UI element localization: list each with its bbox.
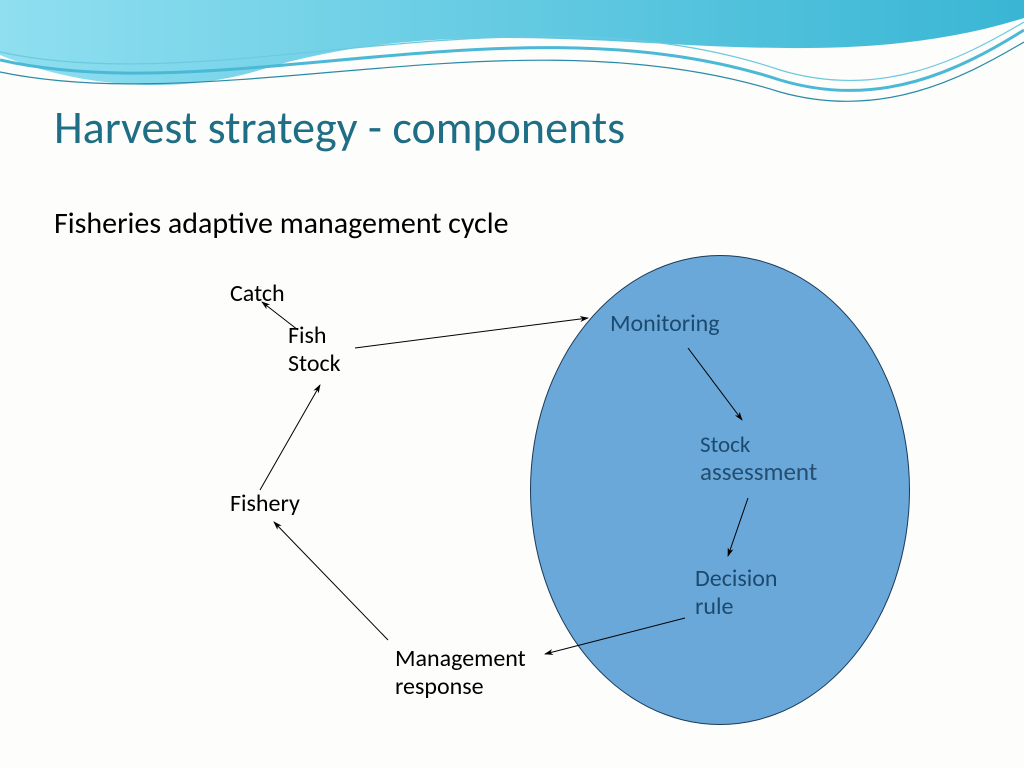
node-stock-l1: Stock (700, 432, 750, 458)
node-stock-l2: assessment (700, 458, 817, 487)
node-decision-l1: Decision (695, 565, 778, 593)
node-fish-stock-l1: Fish (288, 322, 327, 350)
node-monitoring: Monitoring (610, 310, 720, 338)
cycle-ellipse (530, 255, 910, 725)
node-mgmt-l1: Management (395, 645, 526, 673)
node-catch: Catch (230, 280, 285, 308)
arrow-fishery-to-fishstock (260, 385, 320, 490)
node-decision-l2: rule (695, 593, 733, 621)
node-mgmt-l2: response (395, 673, 484, 701)
node-fishery: Fishery (230, 490, 300, 518)
arrow-fishstock-to-monitoring (355, 318, 588, 348)
node-fish-stock-l2: Stock (288, 350, 341, 378)
slide-subtitle: Fisheries adaptive management cycle (54, 205, 509, 242)
slide-title: Harvest strategy - components (54, 100, 625, 156)
arrow-mgmt-to-fishery (274, 522, 388, 640)
